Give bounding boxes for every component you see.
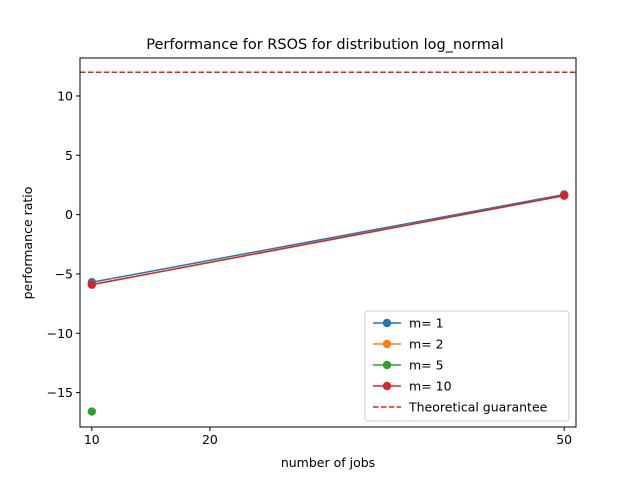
chart-title: Performance for RSOS for distribution lo… bbox=[146, 37, 504, 53]
data-point bbox=[87, 407, 97, 416]
legend-entry: m= 10 bbox=[373, 379, 452, 394]
legend: m= 1 m= 2 m= 5 m= 10 Theoretical guarantee bbox=[364, 310, 570, 422]
axes-frame bbox=[79, 57, 577, 428]
legend-marker bbox=[382, 381, 392, 391]
plot-area bbox=[79, 57, 577, 428]
legend-label: m= 5 bbox=[409, 358, 444, 373]
x-tick-label: 50 bbox=[556, 432, 572, 447]
series-line bbox=[91, 193, 565, 283]
legend-marker bbox=[382, 360, 392, 370]
legend-entry: m= 5 bbox=[373, 358, 444, 373]
legend-marker bbox=[382, 318, 392, 328]
x-tick-label: 10 bbox=[84, 432, 100, 447]
x-axis: 10 20 50 bbox=[84, 427, 572, 447]
x-tick-label: 20 bbox=[202, 432, 218, 447]
y-tick-label: 0 bbox=[65, 207, 73, 222]
y-tick-label: −15 bbox=[47, 385, 73, 400]
legend-label: Theoretical guarantee bbox=[408, 400, 548, 415]
x-axis-label: number of jobs bbox=[281, 455, 375, 470]
y-tick-label: −10 bbox=[47, 326, 73, 341]
data-point bbox=[559, 191, 569, 200]
series-line bbox=[91, 194, 565, 286]
legend-label: m= 1 bbox=[409, 316, 444, 331]
series-m-5 bbox=[87, 407, 97, 416]
y-tick-label: 5 bbox=[65, 148, 73, 163]
y-tick-label: 10 bbox=[57, 88, 73, 103]
legend-label: m= 2 bbox=[409, 337, 444, 352]
y-tick-label: −5 bbox=[55, 266, 73, 281]
legend-entry: m= 1 bbox=[373, 316, 444, 331]
legend-marker bbox=[382, 339, 392, 349]
y-axis: −15 −10 −5 0 5 10 bbox=[47, 88, 80, 400]
data-point bbox=[87, 280, 97, 289]
y-axis-label: performance ratio bbox=[20, 187, 35, 300]
legend-entry: Theoretical guarantee bbox=[373, 400, 548, 415]
legend-box bbox=[364, 310, 570, 422]
series-m-10 bbox=[87, 191, 569, 289]
legend-label: m= 10 bbox=[409, 379, 452, 394]
legend-entry: m= 2 bbox=[373, 337, 444, 352]
